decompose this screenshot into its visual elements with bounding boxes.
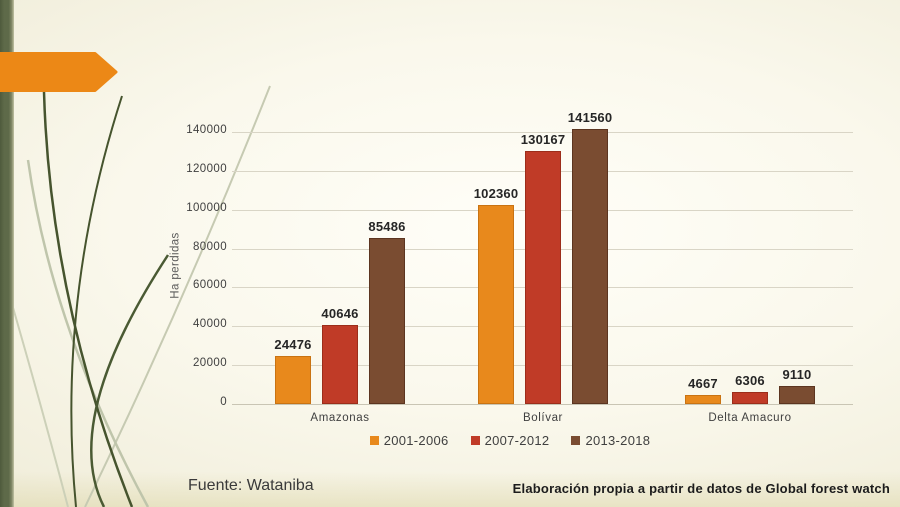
left-accent-bar [0,0,14,507]
bar-value-label: 85486 [368,218,406,234]
arrow-accent [0,52,118,92]
y-tick-label: 60000 [193,279,227,292]
bar [525,151,561,404]
grass-blade [70,95,123,507]
category-label: Delta Amacuro [708,412,792,424]
y-tick-label: 0 [220,396,227,408]
y-tick-label: 20000 [193,357,227,370]
legend-item: 2007-2012 [470,433,550,448]
bar-value-label: 40646 [321,306,359,322]
gridline [232,404,853,405]
bar-value-label: 6306 [735,372,765,388]
bar [779,386,815,404]
y-tick-label: 140000 [186,124,227,136]
legend-label: 2007-2012 [484,433,550,448]
legend-item: 2001-2006 [369,433,449,448]
legend-swatch [470,436,480,445]
gridline [232,132,853,133]
bar-value-label: 102360 [473,186,519,202]
grass-blade [90,254,170,507]
bar [369,237,405,404]
legend-item: 2013-2018 [571,433,650,448]
category-label: Bolívar [523,412,563,424]
attribution-caption: Elaboración propia a partir de datos de … [512,481,890,496]
grass-blade [42,91,134,507]
y-tick-label: 80000 [193,240,227,253]
category-label: Amazonas [310,412,370,424]
grass-blade [26,159,150,507]
chart-legend: 2001-2006 2007-2012 2013-2018 [160,433,860,448]
y-tick-label: 40000 [193,318,227,331]
bar [732,391,768,404]
bar-value-label: 4667 [688,375,718,391]
bar-value-label: 9110 [782,367,812,383]
arrow-shape [0,52,118,92]
y-tick-label: 120000 [186,162,227,175]
y-tick-label: 100000 [186,201,227,214]
bar [685,394,721,404]
bar [572,128,608,404]
bar-value-label: 24476 [274,337,312,353]
legend-swatch [369,436,379,445]
y-axis-title: Ha perdidas [169,232,182,299]
bar [478,205,514,404]
source-caption: Fuente: Wataniba [188,477,314,494]
bar [275,356,311,404]
bar-value-label: 141560 [567,109,613,125]
legend-label: 2001-2006 [383,433,449,448]
legend-swatch [571,436,581,445]
legend-label: 2013-2018 [585,433,651,448]
bar [322,325,358,404]
bar-value-label: 130167 [520,132,566,148]
